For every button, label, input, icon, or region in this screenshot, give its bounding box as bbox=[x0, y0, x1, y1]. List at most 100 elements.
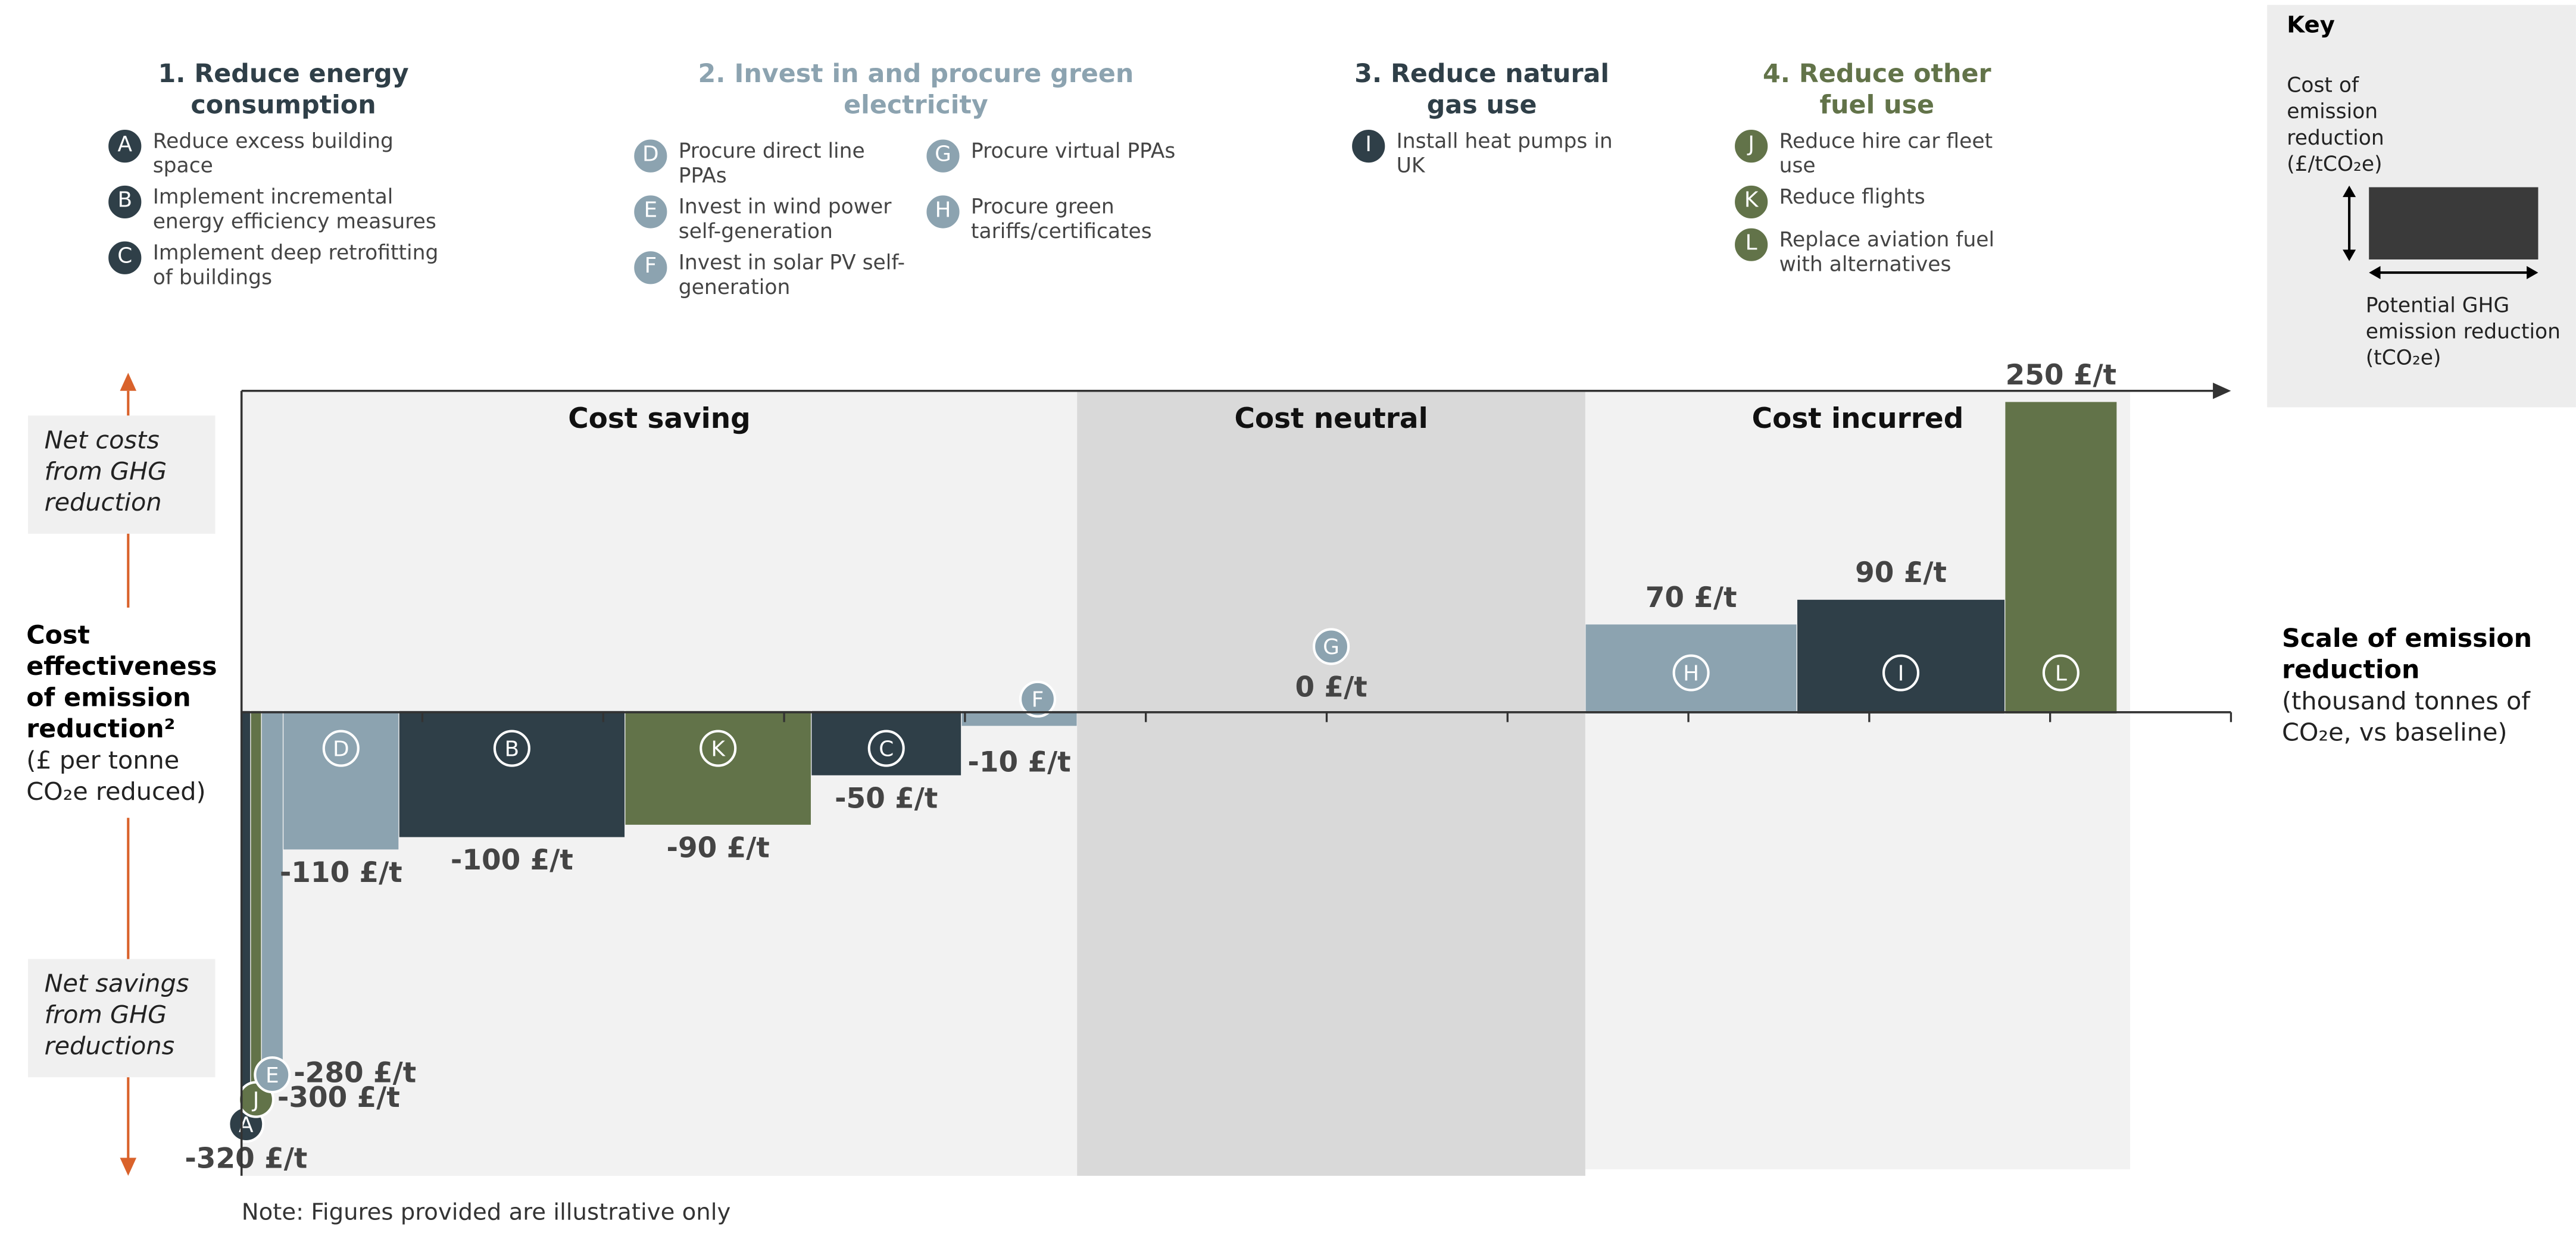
bar-letter: H bbox=[1683, 661, 1699, 686]
bar-letter: K bbox=[711, 737, 726, 761]
bars: A-320 £/tJ -300 £/tE -280 £/tD-110 £/tB-10… bbox=[185, 359, 2232, 1176]
bar-marker bbox=[1019, 680, 1057, 718]
up-arrow bbox=[120, 373, 137, 391]
value-label: 250 £/t bbox=[2006, 359, 2116, 392]
bar-letter: B bbox=[505, 737, 520, 761]
legend-text: Procure virtual PPAs bbox=[970, 137, 1176, 163]
bar-marker bbox=[1882, 654, 1920, 692]
bar-letter: F bbox=[1032, 688, 1044, 712]
legend-text: Reduce flights bbox=[1779, 184, 1925, 209]
key-arrow bbox=[2369, 266, 2381, 280]
bar bbox=[399, 711, 625, 837]
legend-item: F Invest in solar PV self-generation bbox=[632, 249, 911, 299]
legend-letter: H bbox=[925, 193, 961, 230]
bar bbox=[811, 711, 961, 775]
value-label: -50 £/t bbox=[835, 782, 938, 815]
legend-letter: F bbox=[632, 249, 669, 286]
legend-items: I Install heat pumps in UK bbox=[1350, 128, 1613, 177]
key-arrow bbox=[2527, 266, 2538, 280]
bar bbox=[242, 711, 251, 1109]
legend-letter: C bbox=[107, 239, 143, 276]
region bbox=[1077, 390, 1585, 1176]
value-label: -90 £/t bbox=[667, 831, 770, 864]
bar-letter: D bbox=[333, 737, 349, 761]
bar-marker bbox=[254, 1056, 291, 1094]
key-arrow bbox=[2343, 249, 2356, 261]
legend-item: C Implement deep retrofitting of building… bbox=[107, 239, 460, 289]
legend-title: 1. Reduce energy consumption bbox=[158, 59, 409, 120]
bar-marker bbox=[867, 730, 905, 767]
legend-text: Procure green tariffs/certificates bbox=[970, 193, 1152, 243]
legend-text: Invest in wind power self-generation bbox=[678, 193, 892, 243]
legend: 1. Reduce energy consumption A Reduce exce… bbox=[107, 59, 2021, 299]
bar-letter: C bbox=[879, 737, 894, 761]
bar-letter: E bbox=[266, 1063, 279, 1088]
legend-items: D Procure direct line PPAs E Invest in wind… bbox=[632, 137, 1199, 299]
legend-letter: B bbox=[107, 184, 143, 220]
value-label: -280 £/t bbox=[293, 1057, 416, 1090]
legend-text: Implement incremental energy efficiency … bbox=[152, 184, 436, 233]
legend-item: D Procure direct line PPAs bbox=[632, 137, 911, 187]
region-label: Cost incurred bbox=[1752, 402, 1964, 435]
legend-items: J Reduce hire car fleet use K Reduce flight… bbox=[1733, 128, 2021, 276]
legend-letter: L bbox=[1733, 226, 1770, 263]
key-y-text: Cost of emission reduction (£/tCO₂e) bbox=[2287, 72, 2384, 176]
down-arrow bbox=[120, 1157, 137, 1176]
key-arrow bbox=[2343, 185, 2356, 198]
bar bbox=[283, 711, 399, 850]
legend-text: Procure direct line PPAs bbox=[678, 137, 865, 187]
note: Note: Figures provided are illustrative … bbox=[242, 1199, 731, 1226]
legend-letter: A bbox=[107, 128, 143, 164]
value-label: 0 £/t bbox=[1295, 671, 1367, 704]
legend-letter: K bbox=[1733, 184, 1770, 220]
legend-text: Reduce hire car fleet use bbox=[1779, 128, 1993, 178]
legend-item: K Reduce flights bbox=[1733, 184, 2021, 220]
region-label: Cost neutral bbox=[1234, 402, 1428, 435]
key-title: Key bbox=[2287, 12, 2335, 39]
bar-letter: J bbox=[252, 1088, 260, 1112]
x-label: Scale of emission reduction bbox=[2281, 624, 2533, 685]
bar-marker bbox=[493, 730, 530, 767]
value-label: -320 £/t bbox=[185, 1142, 307, 1175]
bar bbox=[1585, 624, 1797, 714]
legend-letter: G bbox=[925, 137, 961, 174]
legend-group: 2. Invest in and procure green electrici… bbox=[632, 59, 1199, 299]
legend-item: L Replace aviation fuel with alternatives bbox=[1733, 226, 2021, 276]
positive-label: Net costs from GHG reduction bbox=[27, 415, 216, 534]
y-label: Cost effectiveness of emission reduction… bbox=[26, 621, 217, 744]
value-label: 90 £/t bbox=[1855, 556, 1947, 589]
value-label: -110 £/t bbox=[280, 856, 402, 889]
bar bbox=[251, 711, 261, 1085]
legend-text: Install heat pumps in UK bbox=[1396, 128, 1613, 178]
bar bbox=[2005, 402, 2117, 714]
legend-item: J Reduce hire car fleet use bbox=[1733, 128, 2021, 177]
bar-marker bbox=[1672, 654, 1710, 692]
bar bbox=[961, 711, 1077, 726]
key-x-text: Potential GHG emission reduction (tCO₂e) bbox=[2365, 292, 2561, 370]
legend-letter: E bbox=[632, 193, 669, 230]
bar-letter: G bbox=[1323, 635, 1339, 659]
negative-label: Net savings from GHG reductions bbox=[27, 959, 216, 1078]
value-label: -100 £/t bbox=[451, 844, 573, 877]
legend-item: E Invest in wind power self-generation bbox=[632, 193, 911, 243]
legend-letter: J bbox=[1733, 128, 1770, 164]
legend-title: 2. Invest in and procure green electrici… bbox=[698, 59, 1134, 120]
bar-marker bbox=[322, 730, 360, 767]
legend-text: Replace aviation fuel with alternatives bbox=[1779, 226, 1995, 276]
legend-title: 4. Reduce other fuel use bbox=[1762, 59, 1991, 120]
value-label: 70 £/t bbox=[1645, 581, 1737, 614]
positive-label: Net costs from GHG reduction bbox=[27, 415, 216, 534]
legend-item: I Install heat pumps in UK bbox=[1350, 128, 1613, 177]
legend-item: G Procure virtual PPAs bbox=[925, 137, 1196, 187]
legend-item: A Reduce excess building space bbox=[107, 128, 460, 177]
key-x-text: Potential GHG emission reduction (tCO₂e) bbox=[2365, 292, 2561, 370]
value-label: -300 £/t bbox=[277, 1081, 400, 1114]
legend-letter: I bbox=[1350, 128, 1387, 164]
